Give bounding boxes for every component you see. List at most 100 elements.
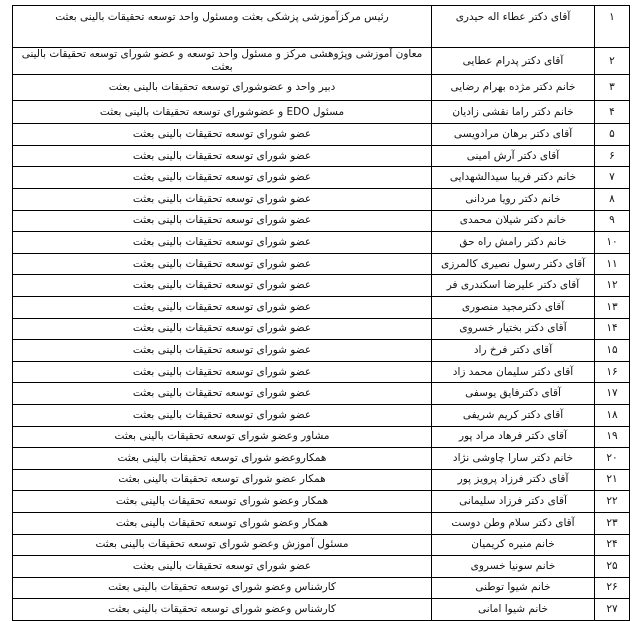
table-row: ۲ آقای دکتر پدرام عطایی معاون آموزشی وپژوه…	[12, 46, 630, 76]
table-row: ۶ آقای دکتر آرش امینی عضو شورای توسعه تحقی…	[12, 144, 630, 168]
member-name: آقای دکترفایق یوسفی	[431, 382, 595, 405]
member-name: خانم دکتر مژده بهرام رضایی	[431, 74, 595, 102]
table-row: ۱۵ آقای دکتر فرخ راد عضو شورای توسعه تحقیق…	[12, 339, 630, 362]
member-name: آقای دکتر کریم شریفی	[431, 403, 595, 427]
table-row: ۱ آقای دکتر عطاء اله حیدری رئیس مرکزآموزشی…	[12, 5, 630, 48]
row-number: ۶	[594, 144, 630, 168]
member-role: مسئول آموزش وعضو شورای توسعه تحقیقات بال…	[12, 533, 432, 557]
row-number: ۲۵	[594, 555, 630, 578]
table-row: ۹ خانم دکتر شیلان محمدی عضو شورای توسعه تح…	[12, 209, 630, 233]
member-role: عضو شورای توسعه تحقیقات بالینی بعثت	[12, 188, 432, 211]
table-row: ۱۹ آقای دکتر فرهاد مراد پور مشاور وعضو شور…	[12, 425, 630, 449]
member-name: آقای دکتر فرهاد مراد پور	[431, 425, 595, 449]
table-row: ۲۳ آقای دکتر سلام وطن دوست همکار وعضو شورا…	[12, 511, 630, 535]
member-role: عضو شورای توسعه تحقیقات بالینی بعثت	[12, 360, 432, 384]
member-name: خانم شیوا امانی	[431, 598, 595, 621]
row-number: ۲۳	[594, 511, 630, 535]
row-number: ۲۴	[594, 533, 630, 557]
member-name: آقای دکتر فرزاد پرویز پور	[431, 468, 595, 492]
member-name: خانم دکتر رویا مردانی	[431, 188, 595, 211]
member-name: آقای دکتر بختیار خسروی	[431, 317, 595, 341]
row-number: ۲	[594, 46, 630, 76]
row-number: ۴	[594, 100, 630, 125]
member-name: خانم دکتر راما نقشی زادیان	[431, 100, 595, 125]
member-role: عضو شورای توسعه تحقیقات بالینی بعثت	[12, 144, 432, 168]
member-role: عضو شورای توسعه تحقیقات بالینی بعثت	[12, 231, 432, 254]
table-row: ۱۶ آقای دکتر سلیمان محمد زاد عضو شورای توس…	[12, 360, 630, 384]
table-row: ۵ آقای دکتر برهان مرادویسی عضو شورای توسعه…	[12, 123, 630, 146]
row-number: ۷	[594, 166, 630, 190]
table-row: ۳ خانم دکتر مژده بهرام رضایی دبیر واحد و ع…	[12, 74, 630, 102]
member-name: خانم دکتر فریبا سیدالشهدایی	[431, 166, 595, 190]
member-role: عضو شورای توسعه تحقیقات بالینی بعثت	[12, 123, 432, 146]
table-row: ۲۱ آقای دکتر فرزاد پرویز پور همکار عضو شور…	[12, 468, 630, 492]
member-role: همکاروعضو شورای توسعه تحقیقات بالینی بعث…	[12, 447, 432, 470]
row-number: ۹	[594, 209, 630, 233]
table-row: ۱۰ خانم دکتر رامش راه حق عضو شورای توسعه ت…	[12, 231, 630, 254]
table-row: ۱۱ آقای دکتر رسول نصیری کالمرزی عضو شورای …	[12, 252, 630, 276]
table-row: ۱۷ آقای دکترفایق یوسفی عضو شورای توسعه تحق…	[12, 382, 630, 405]
member-name: آقای دکتر آرش امینی	[431, 144, 595, 168]
row-number: ۲۰	[594, 447, 630, 470]
member-name: آقای دکتر برهان مرادویسی	[431, 123, 595, 146]
row-number: ۱	[594, 5, 630, 48]
member-name: آقای دکتر عطاء اله حیدری	[431, 5, 595, 48]
row-number: ۱۳	[594, 296, 630, 319]
member-role: مسئول EDO و عضوشورای توسعه تحقیقات بالین…	[12, 100, 432, 125]
member-role: همکار عضو شورای توسعه تحقیقات بالینی بعث…	[12, 468, 432, 492]
row-number: ۱۷	[594, 382, 630, 405]
row-number: ۱۰	[594, 231, 630, 254]
table-row: ۱۲ آقای دکتر علیرضا اسکندری فر عضو شورای ت…	[12, 274, 630, 297]
row-number: ۱۱	[594, 252, 630, 276]
member-name: خانم دکتر رامش راه حق	[431, 231, 595, 254]
member-name: آقای دکترمجید منصوری	[431, 296, 595, 319]
member-role: مشاور وعضو شورای توسعه تحقیقات بالینی بع…	[12, 425, 432, 449]
member-role: عضو شورای توسعه تحقیقات بالینی بعثت	[12, 382, 432, 405]
table-row: ۲۷ خانم شیوا امانی کارشناس وعضو شورای توسع…	[12, 598, 630, 621]
row-number: ۲۱	[594, 468, 630, 492]
member-role: همکار وعضو شورای توسعه تحقیقات بالینی بع…	[12, 490, 432, 513]
members-table-body: ۱ آقای دکتر عطاء اله حیدری رئیس مرکزآموزشی…	[12, 5, 630, 621]
member-role: عضو شورای توسعه تحقیقات بالینی بعثت	[12, 166, 432, 190]
member-role: عضو شورای توسعه تحقیقات بالینی بعثت	[12, 317, 432, 341]
member-role: عضو شورای توسعه تحقیقات بالینی بعثت	[12, 209, 432, 233]
member-name: آقای دکتر رسول نصیری کالمرزی	[431, 252, 595, 276]
row-number: ۵	[594, 123, 630, 146]
member-role: کارشناس وعضو شورای توسعه تحقیقات بالینی …	[12, 598, 432, 621]
table-row: ۲۲ آقای دکتر فرزاد سلیمانی همکار وعضو شورا…	[12, 490, 630, 513]
row-number: ۲۶	[594, 576, 630, 600]
table-row: ۲۰ خانم دکتر سارا چاوشی نژاد همکاروعضو شور…	[12, 447, 630, 470]
member-role: معاون آموزشی وپژوهشی مرکز و مسئول واحد ت…	[12, 46, 432, 76]
table-row: ۴ خانم دکتر راما نقشی زادیان مسئول EDO و ع…	[12, 100, 630, 125]
table-row: ۷ خانم دکتر فریبا سیدالشهدایی عضو شورای تو…	[12, 166, 630, 190]
member-name: آقای دکتر فرخ راد	[431, 339, 595, 362]
member-role: عضو شورای توسعه تحقیقات بالینی بعثت	[12, 403, 432, 427]
table-row: ۲۶ خانم شیوا توطنی کارشناس وعضو شورای توسع…	[12, 576, 630, 600]
member-name: آقای دکتر فرزاد سلیمانی	[431, 490, 595, 513]
member-name: آقای دکتر علیرضا اسکندری فر	[431, 274, 595, 297]
row-number: ۳	[594, 74, 630, 102]
member-name: خانم دکتر سارا چاوشی نژاد	[431, 447, 595, 470]
table-row: ۲۵ خانم سونیا خسروی عضو شورای توسعه تحقیقا…	[12, 555, 630, 578]
member-name: آقای دکتر پدرام عطایی	[431, 46, 595, 76]
member-name: خانم سونیا خسروی	[431, 555, 595, 578]
member-role: همکار وعضو شورای توسعه تحقیقات بالینی بع…	[12, 511, 432, 535]
member-role: دبیر واحد و عضوشورای توسعه تحقیقات بالین…	[12, 74, 432, 102]
member-role: عضو شورای توسعه تحقیقات بالینی بعثت	[12, 555, 432, 578]
member-name: خانم منیره کریمیان	[431, 533, 595, 557]
row-number: ۸	[594, 188, 630, 211]
member-name: خانم دکتر شیلان محمدی	[431, 209, 595, 233]
table-row: ۸ خانم دکتر رویا مردانی عضو شورای توسعه تح…	[12, 188, 630, 211]
member-role: عضو شورای توسعه تحقیقات بالینی بعثت	[12, 339, 432, 362]
row-number: ۲۷	[594, 598, 630, 621]
row-number: ۱۶	[594, 360, 630, 384]
row-number: ۱۸	[594, 403, 630, 427]
member-name: آقای دکتر سلام وطن دوست	[431, 511, 595, 535]
table-row: ۱۳ آقای دکترمجید منصوری عضو شورای توسعه تح…	[12, 296, 630, 319]
row-number: ۱۴	[594, 317, 630, 341]
table-row: ۲۴ خانم منیره کریمیان مسئول آموزش وعضو شور…	[12, 533, 630, 557]
row-number: ۱۲	[594, 274, 630, 297]
members-table: ۱ آقای دکتر عطاء اله حیدری رئیس مرکزآموزشی…	[12, 5, 630, 621]
member-role: عضو شورای توسعه تحقیقات بالینی بعثت	[12, 296, 432, 319]
row-number: ۲۲	[594, 490, 630, 513]
